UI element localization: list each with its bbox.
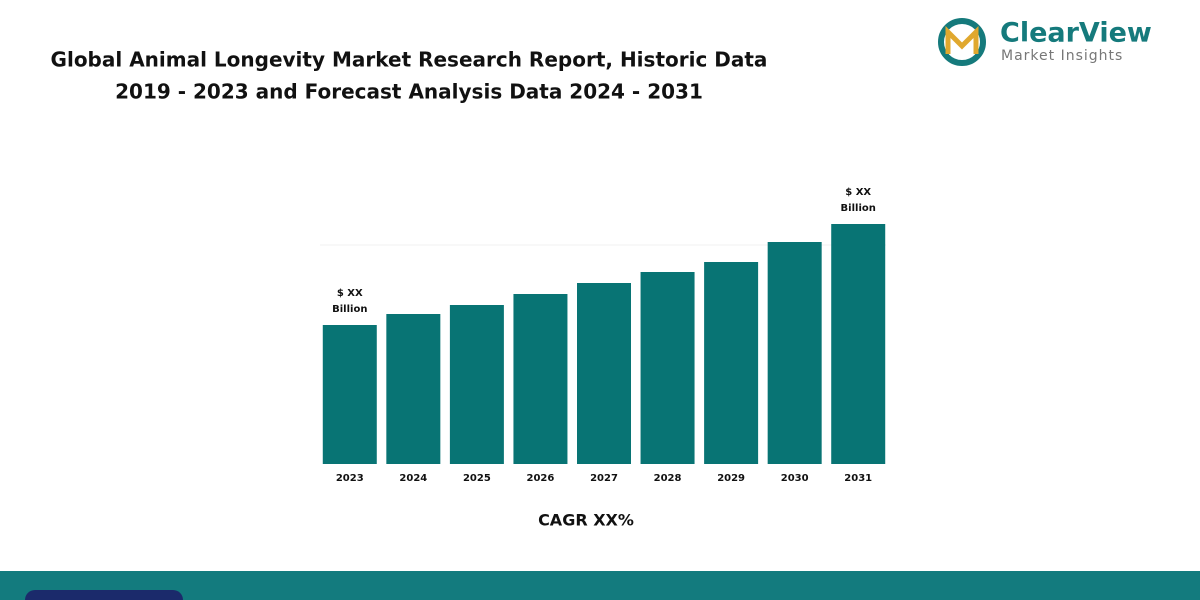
x-tick-label: 2026 <box>527 473 555 484</box>
bar <box>767 242 822 464</box>
bar <box>831 224 886 464</box>
logo: ClearView Market Insights <box>938 18 1152 66</box>
x-tick-label: 2025 <box>463 473 491 484</box>
value-label: $ XX <box>337 288 363 299</box>
bar <box>386 314 441 464</box>
bar <box>640 272 695 464</box>
x-tick-label: 2027 <box>590 473 618 484</box>
chart-title: 2019 - 2023 and Forecast Analysis Data 2… <box>115 80 703 104</box>
value-label: Billion <box>841 203 876 214</box>
bar <box>322 325 377 464</box>
bar <box>513 294 568 464</box>
logo-name: ClearView <box>1000 18 1152 49</box>
bar <box>449 305 504 464</box>
x-tick-label: 2031 <box>844 473 872 484</box>
bar <box>577 283 631 464</box>
footer-band <box>0 571 1200 600</box>
x-tick-label: 2028 <box>654 473 682 484</box>
logo-ring <box>938 18 986 66</box>
x-axis-label: CAGR XX% <box>538 511 634 530</box>
x-tick-label: 2024 <box>399 473 427 484</box>
logo-tagline: Market Insights <box>1001 48 1123 64</box>
chart-title: Global Animal Longevity Market Research … <box>51 48 768 72</box>
logo-mark <box>945 25 979 54</box>
x-tick-label: 2023 <box>336 473 364 484</box>
value-label: $ XX <box>845 187 871 198</box>
x-tick-label: 2030 <box>781 473 809 484</box>
bar <box>704 262 759 464</box>
value-label: Billion <box>332 304 367 315</box>
x-tick-label: 2029 <box>717 473 745 484</box>
footer-button[interactable] <box>25 590 183 600</box>
